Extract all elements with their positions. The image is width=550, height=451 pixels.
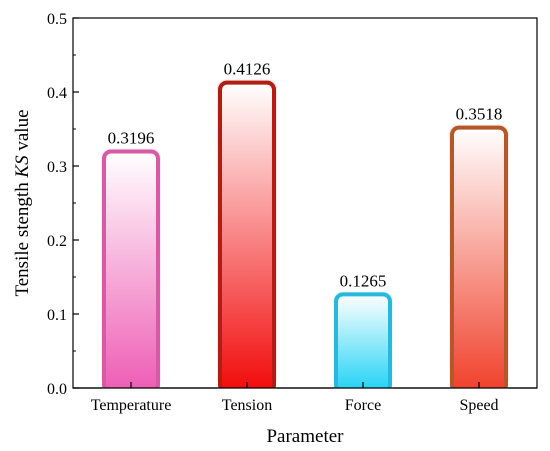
bar-temperature (102, 149, 160, 394)
x-tick-label-speed: Speed (459, 397, 498, 414)
y-tick-label: 0.1 (47, 307, 67, 324)
value-labels-group: 0.3196 0.4126 0.1265 0.3518 (108, 60, 503, 291)
bar-force (334, 292, 392, 395)
y-axis-label-prefix: Tensile stength (12, 178, 33, 297)
bar-base-mask (217, 388, 277, 396)
y-axis-label: Tensile stength KS value (12, 109, 33, 296)
value-label-temperature: 0.3196 (108, 128, 155, 147)
bar-base-mask (449, 388, 509, 396)
y-tick-label: 0.2 (47, 233, 67, 250)
x-tick-label-temperature: Temperature (91, 397, 172, 414)
y-tick-label: 0.4 (47, 85, 67, 102)
x-tick-label-force: Force (345, 397, 381, 414)
bars-group (101, 79, 509, 396)
y-axis-label-suffix: value (12, 109, 33, 155)
y-tick-label: 0.0 (47, 381, 67, 398)
bar-speed (450, 125, 508, 394)
y-axis-ticks: 0.0 0.1 0.2 0.3 0.4 0.5 (47, 11, 79, 398)
y-axis-label-italic: KS (12, 155, 33, 179)
x-tick-label-tension: Tension (222, 397, 272, 414)
bar-base-mask (333, 388, 393, 396)
value-label-speed: 0.3518 (456, 105, 503, 124)
y-tick-label: 0.5 (47, 11, 67, 28)
bar-tension (218, 80, 276, 395)
bar-base-mask (101, 388, 161, 396)
value-label-force: 0.1265 (340, 271, 387, 290)
x-axis-ticks: Temperature Tension Force Speed (73, 382, 537, 414)
value-label-tension: 0.4126 (224, 60, 271, 79)
y-tick-label: 0.3 (47, 159, 67, 176)
x-axis-label: Parameter (266, 426, 344, 447)
